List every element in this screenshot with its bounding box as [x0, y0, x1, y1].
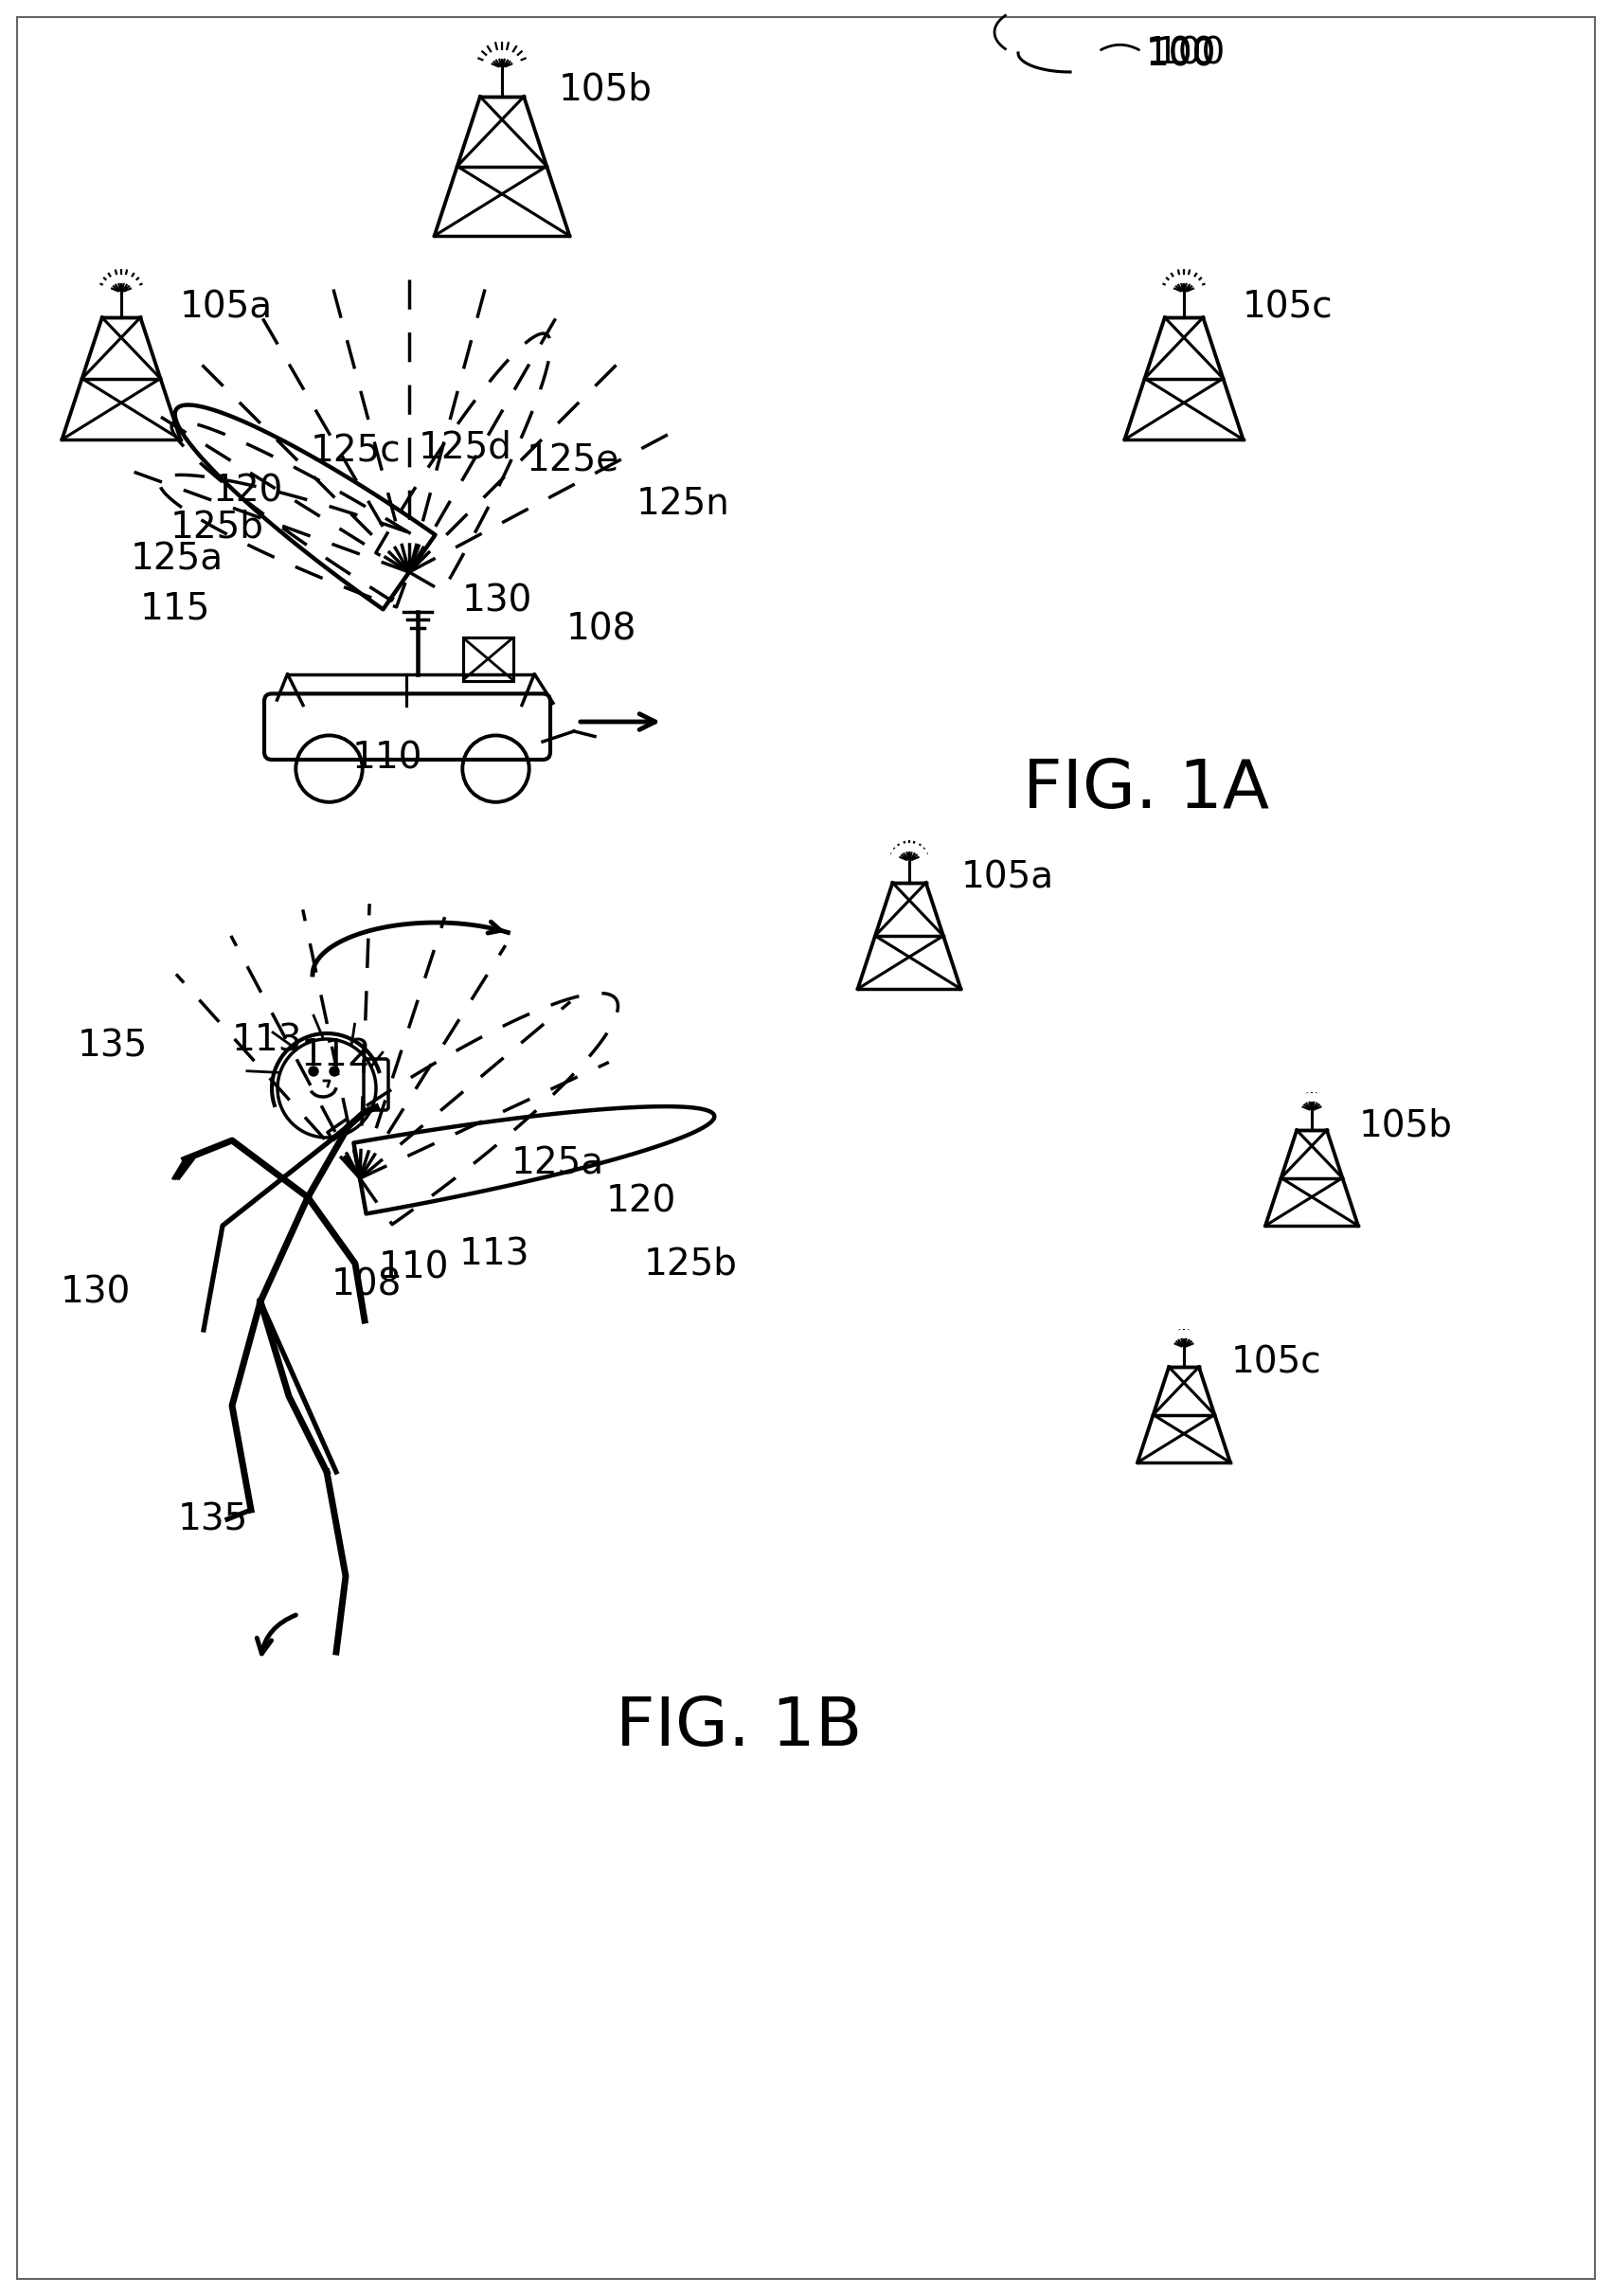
Text: 100: 100: [1156, 34, 1227, 71]
Text: 125a: 125a: [131, 542, 224, 579]
Text: 110: 110: [353, 739, 422, 776]
Text: 135: 135: [77, 1029, 148, 1063]
Text: 125b: 125b: [171, 510, 264, 544]
Text: 108: 108: [566, 611, 637, 647]
Text: 125d: 125d: [419, 429, 513, 466]
Text: 105c: 105c: [1243, 289, 1333, 326]
Text: 135: 135: [177, 1502, 248, 1538]
Text: 125n: 125n: [637, 487, 730, 521]
Text: 105c: 105c: [1232, 1343, 1322, 1380]
Text: 120: 120: [606, 1185, 677, 1219]
Text: 130: 130: [61, 1274, 131, 1311]
Circle shape: [310, 1068, 318, 1077]
Text: 105b: 105b: [1359, 1107, 1452, 1143]
Text: 108: 108: [332, 1267, 401, 1302]
Text: 125b: 125b: [645, 1244, 738, 1281]
Text: 125e: 125e: [527, 443, 619, 478]
Text: 100: 100: [1146, 34, 1217, 71]
Text: 115: 115: [140, 590, 211, 627]
Text: 105b: 105b: [559, 71, 653, 108]
Text: 113: 113: [459, 1235, 530, 1272]
Text: 105a: 105a: [961, 859, 1054, 895]
Text: 113: 113: [232, 1024, 303, 1058]
Text: 105a: 105a: [181, 289, 272, 326]
Text: 112: 112: [301, 1038, 372, 1072]
Text: FIG. 1A: FIG. 1A: [1024, 758, 1269, 822]
Text: 125c: 125c: [311, 434, 401, 468]
Text: 125a: 125a: [511, 1146, 604, 1182]
Text: 120: 120: [213, 473, 284, 510]
Circle shape: [329, 1068, 339, 1077]
Text: 100: 100: [1146, 39, 1217, 73]
Text: 130: 130: [463, 583, 532, 618]
Text: 110: 110: [379, 1251, 450, 1286]
Text: FIG. 1B: FIG. 1B: [616, 1694, 862, 1761]
